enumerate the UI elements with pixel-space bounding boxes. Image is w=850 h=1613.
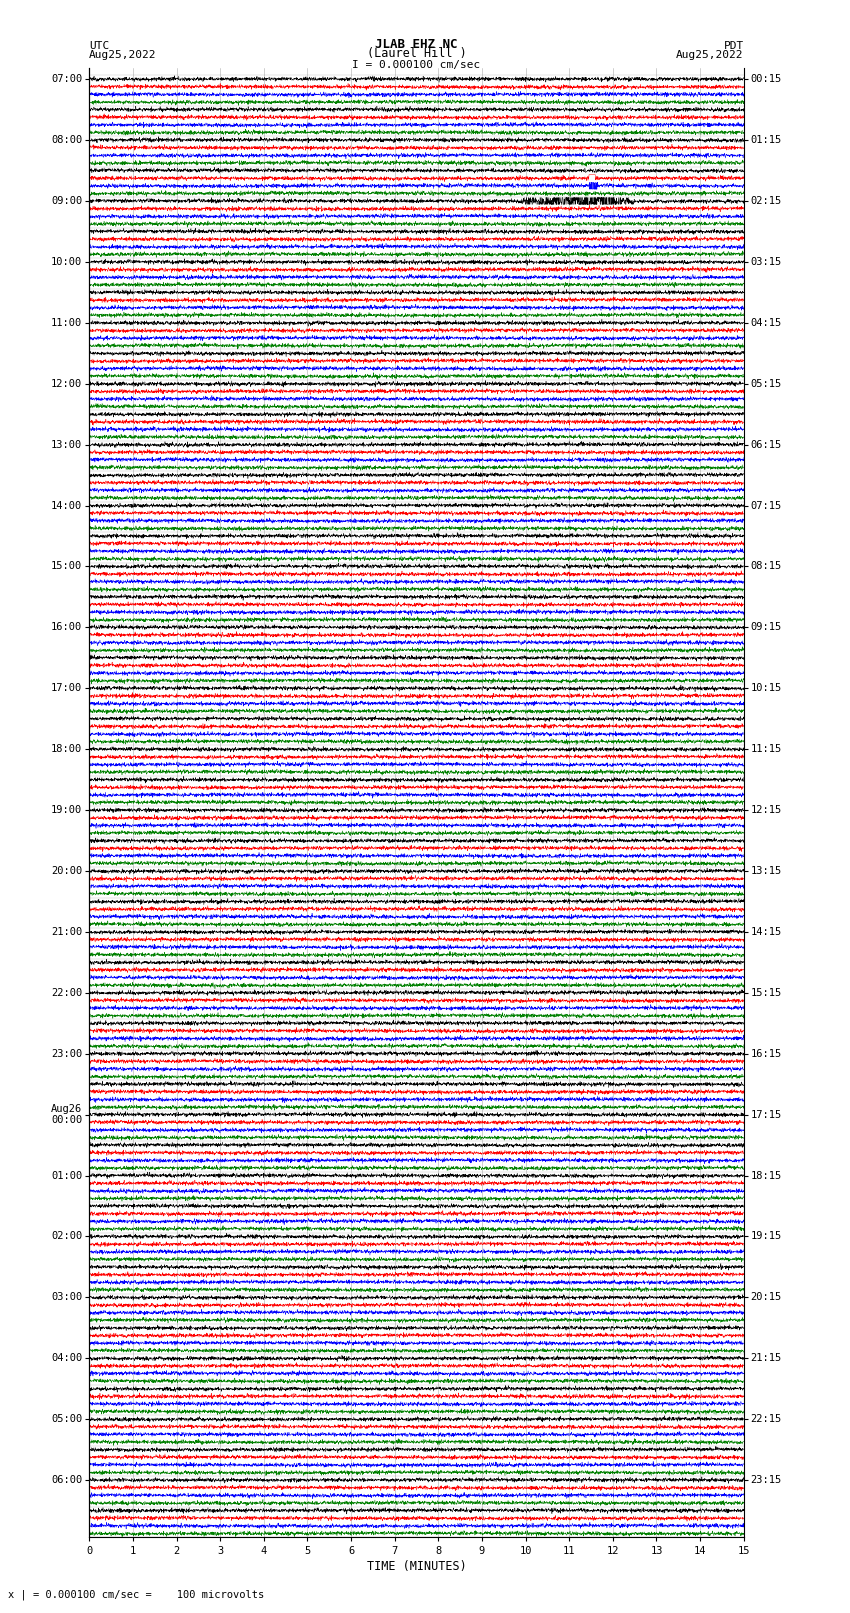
Text: Aug25,2022: Aug25,2022 [677, 50, 744, 60]
Text: UTC: UTC [89, 40, 110, 50]
Text: x | = 0.000100 cm/sec =    100 microvolts: x | = 0.000100 cm/sec = 100 microvolts [8, 1589, 264, 1600]
Text: PDT: PDT [723, 40, 744, 50]
Text: (Laurel Hill ): (Laurel Hill ) [366, 47, 467, 60]
X-axis label: TIME (MINUTES): TIME (MINUTES) [366, 1560, 467, 1573]
Text: Aug25,2022: Aug25,2022 [89, 50, 156, 60]
Text: I = 0.000100 cm/sec: I = 0.000100 cm/sec [353, 60, 480, 71]
Text: JLAB EHZ NC: JLAB EHZ NC [375, 37, 458, 50]
